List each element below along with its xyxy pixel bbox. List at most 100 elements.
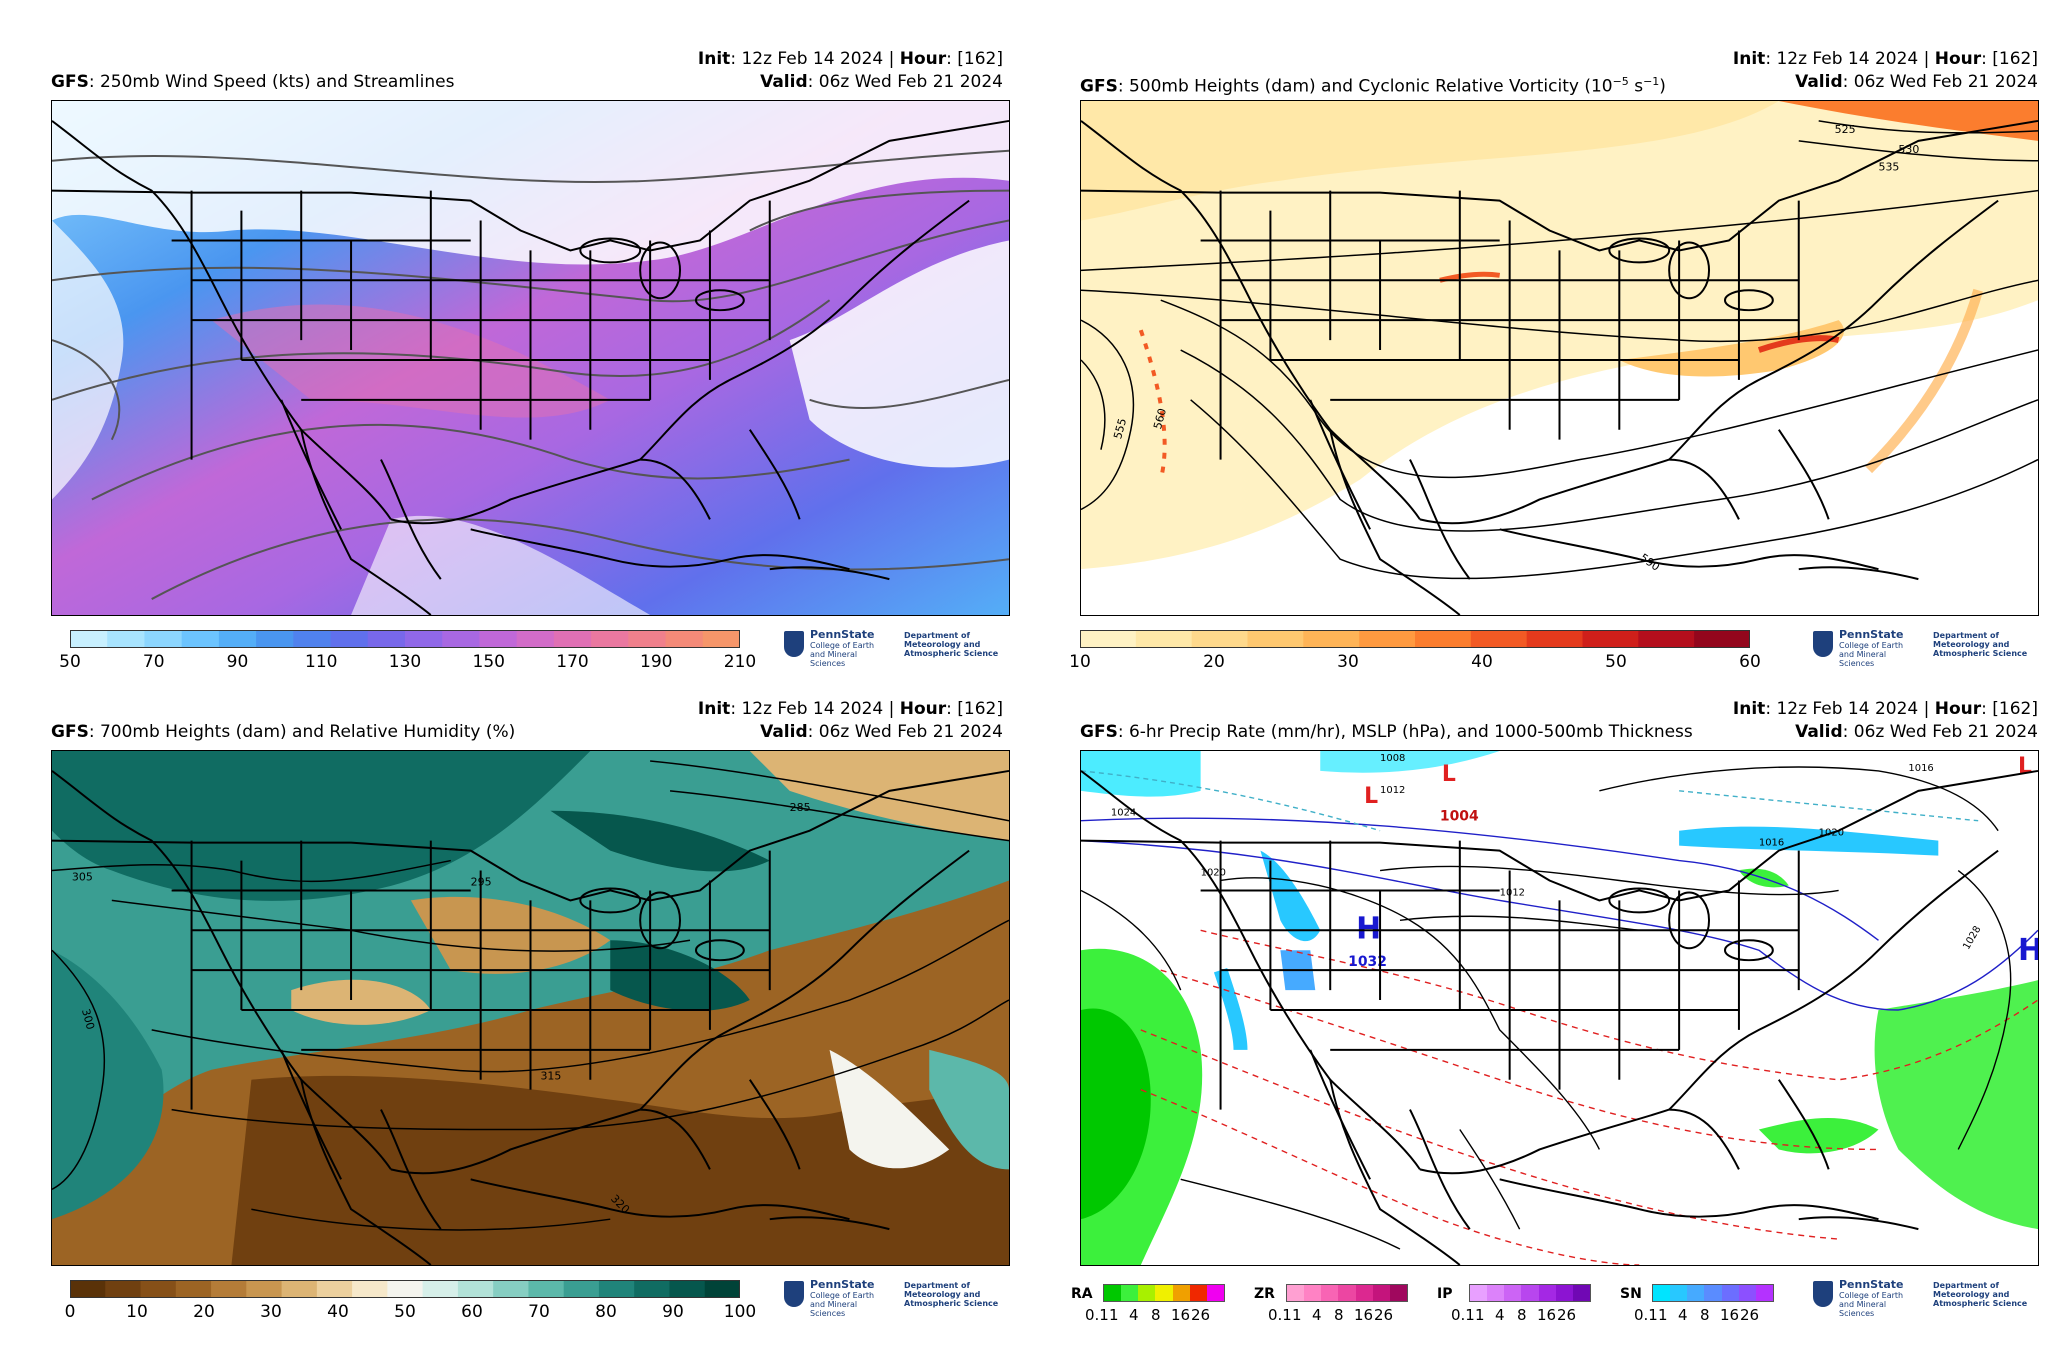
precip-swatch	[1738, 1285, 1756, 1301]
precip-type-label: ZR	[1254, 1286, 1275, 1302]
colorbar-tick-label: 40	[327, 1302, 349, 1322]
svg-text:555: 555	[1111, 417, 1129, 441]
wind-map	[51, 100, 1010, 616]
colorbar-swatch	[1303, 630, 1360, 648]
svg-text:535: 535	[1879, 161, 1900, 174]
colorbar-frame	[70, 1280, 740, 1298]
init-line: Init: 12z Feb 14 2024 | Hour: [162]	[1732, 699, 2038, 719]
colorbar-tick-label: 100	[723, 1302, 757, 1322]
colorbar-swatch	[281, 1280, 318, 1298]
colorbar-swatch	[256, 630, 294, 648]
colorbar-swatch	[442, 630, 480, 648]
precip-legend: RA 0.1 1 4 8 16 26 ZR 0.1 1 4 8 16 26 IP 0.1 1 4 8 16 26 SN 0.…	[1035, 1282, 1795, 1332]
svg-text:1004: 1004	[1440, 809, 1479, 825]
colorbar-swatch	[107, 630, 145, 648]
colorbar-tick-label: 40	[1471, 652, 1493, 672]
svg-text:H: H	[1356, 911, 1381, 946]
colorbar-swatch	[1638, 630, 1695, 648]
svg-text:530: 530	[1898, 143, 1919, 156]
colorbar-tick-label: 50	[59, 652, 81, 672]
colorbar-tick-label: 50	[394, 1302, 416, 1322]
precip-tick-label: 4	[1129, 1306, 1139, 1324]
colorbar-250mb	[70, 630, 741, 648]
colorbar-swatch	[563, 1280, 600, 1298]
precip-colorbar	[1103, 1284, 1225, 1302]
colorbar-swatch	[528, 1280, 565, 1298]
svg-text:525: 525	[1835, 123, 1856, 136]
svg-text:300: 300	[79, 1007, 97, 1031]
precip-swatch	[1121, 1285, 1139, 1301]
precip-swatch	[1670, 1285, 1688, 1301]
panel-title: GFS: 700mb Heights (dam) and Relative Hu…	[51, 722, 516, 742]
colorbar-swatch	[367, 630, 406, 648]
colorbar-swatch	[316, 1280, 353, 1298]
colorbar-swatch	[479, 630, 518, 648]
valid-line: Valid: 06z Wed Feb 21 2024	[760, 72, 1003, 92]
svg-text:1012: 1012	[1500, 887, 1525, 898]
svg-text:1016: 1016	[1759, 838, 1784, 849]
colorbar-swatch	[1470, 630, 1528, 648]
colorbar-swatch	[105, 1280, 142, 1298]
precip-swatch	[1321, 1285, 1339, 1301]
precip-tick-label: 0.1	[1085, 1306, 1109, 1324]
valid-line: Valid: 06z Wed Feb 21 2024	[1795, 722, 2038, 742]
colorbar-tick-label: 70	[142, 652, 165, 672]
precip-swatch	[1704, 1285, 1722, 1301]
precip-tick-label: 26	[1740, 1306, 1760, 1324]
pennstate-logo: PennState College of Earth and Mineral S…	[1813, 629, 2043, 668]
colorbar-swatch	[1526, 630, 1583, 648]
colorbar-swatch	[1247, 630, 1304, 648]
colorbar-frame	[70, 630, 740, 648]
precip-tick-label: 26	[1374, 1306, 1394, 1324]
precip-swatch	[1653, 1285, 1671, 1301]
precip-tick-label: 16	[1720, 1306, 1740, 1324]
precip-tick-label: 1	[1292, 1306, 1302, 1324]
pennstate-logo: PennState College of Earth and Mineral S…	[784, 1279, 1014, 1318]
colorbar-tick-label: 190	[640, 652, 673, 672]
precip-swatch	[1389, 1285, 1407, 1301]
panel-title: GFS: 250mb Wind Speed (kts) and Streamli…	[51, 72, 455, 92]
panel-700mb: Init: 12z Feb 14 2024 | Hour: [162] GFS:…	[0, 682, 1035, 1365]
colorbar-tick-label: 70	[528, 1302, 550, 1322]
precip-tick-label: 8	[1151, 1306, 1161, 1324]
precip-swatch	[1355, 1285, 1373, 1301]
precip-swatch	[1287, 1285, 1305, 1301]
colorbar-swatch	[553, 630, 592, 648]
svg-text:L: L	[2018, 754, 2032, 779]
colorbar-swatch	[628, 630, 667, 648]
precip-tick-label: 1	[1109, 1306, 1119, 1324]
colorbar-swatch	[422, 1280, 459, 1298]
precip-type-label: IP	[1437, 1286, 1453, 1302]
precip-swatch	[1138, 1285, 1156, 1301]
colorbar-swatch	[457, 1280, 494, 1298]
colorbar-tick-label: 10	[1069, 652, 1091, 672]
svg-text:560: 560	[1151, 407, 1169, 431]
colorbar-swatch	[669, 1280, 706, 1298]
precip-swatch	[1504, 1285, 1522, 1301]
colorbar-tick-label: 30	[1337, 652, 1359, 672]
colorbar-swatch	[330, 630, 369, 648]
precip-swatch	[1172, 1285, 1190, 1301]
svg-text:1012: 1012	[1380, 785, 1405, 796]
shield-icon	[1813, 631, 1833, 657]
colorbar-tick-label: 90	[226, 652, 249, 672]
colorbar-swatch	[405, 630, 443, 648]
panel-title: GFS: 6-hr Precip Rate (mm/hr), MSLP (hPa…	[1080, 722, 1693, 742]
colorbar-ticks: 50 70 90 110 130 150 170 190 210	[59, 652, 756, 674]
precip-colorbar	[1469, 1284, 1591, 1302]
precip-tick-label: 8	[1334, 1306, 1344, 1324]
precip-tick-label: 26	[1557, 1306, 1577, 1324]
precip-swatch	[1487, 1285, 1505, 1301]
colorbar-swatch	[1191, 630, 1248, 648]
colorbar-swatch	[70, 1280, 106, 1298]
colorbar-swatch	[181, 630, 220, 648]
init-line: Init: 12z Feb 14 2024 | Hour: [162]	[1732, 49, 2038, 69]
colorbar-tick-label: 30	[260, 1302, 282, 1322]
colorbar-tick-label: 170	[556, 652, 589, 672]
colorbar-swatch	[591, 630, 629, 648]
precip-swatch	[1470, 1285, 1488, 1301]
precip-tick-label: 4	[1495, 1306, 1505, 1324]
colorbar-swatch	[1415, 630, 1472, 648]
colorbar-tick-label: 150	[472, 652, 505, 672]
precip-tick-label: 0.1	[1268, 1306, 1292, 1324]
